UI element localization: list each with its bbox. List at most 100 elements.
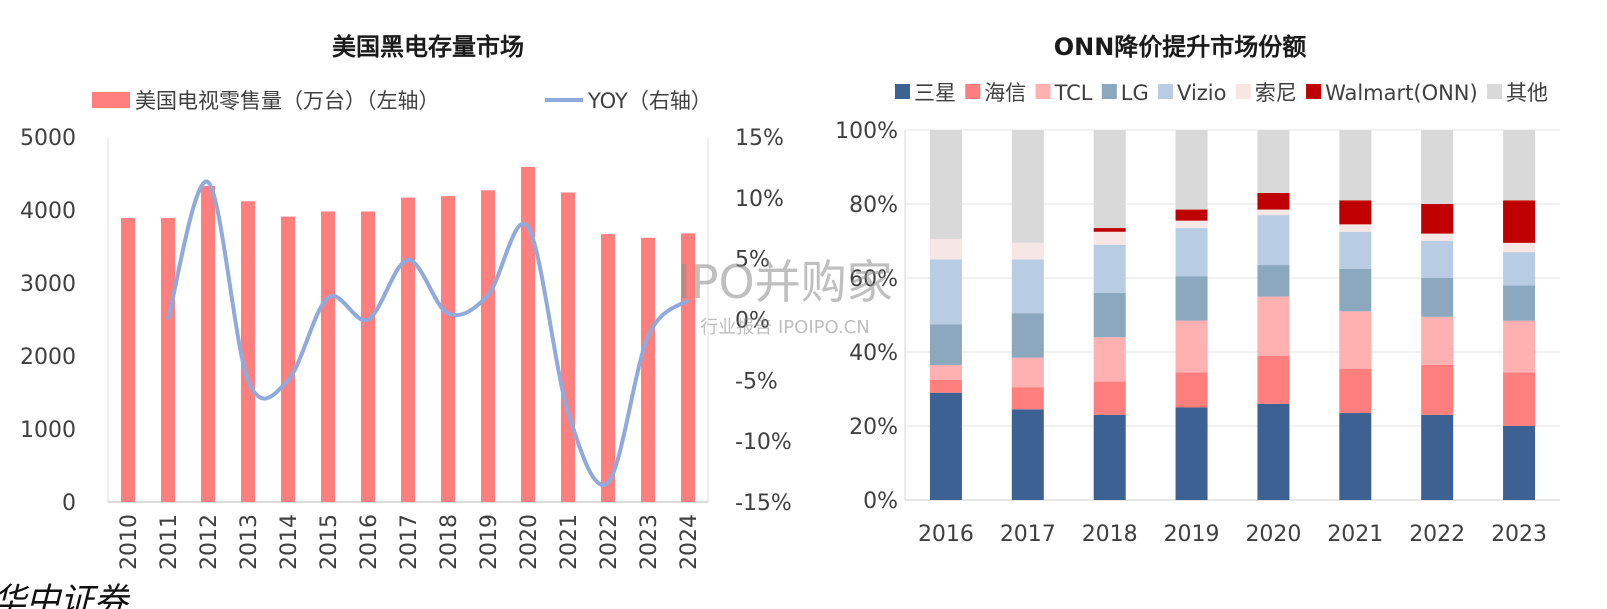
right-axes bbox=[904, 129, 1560, 501]
legend-label-LG: LG bbox=[1121, 81, 1149, 105]
bar-segment-索尼-2016 bbox=[929, 239, 962, 260]
bar-segment-Walmart(ONN)-2023 bbox=[1503, 200, 1536, 243]
x-tick-label: 2016 bbox=[918, 522, 974, 547]
bar-segment-LG-2016 bbox=[929, 324, 962, 365]
x-tick-label: 2019 bbox=[1164, 522, 1220, 547]
bar-segment-三星-2017 bbox=[1011, 409, 1044, 500]
bar-segment-三星-2018 bbox=[1093, 414, 1126, 500]
bar-segment-索尼-2022 bbox=[1421, 233, 1454, 241]
x-tick-label: 2022 bbox=[1409, 522, 1465, 547]
bar-segment-其他-2019 bbox=[1175, 130, 1208, 210]
y-tick-label: 80% bbox=[849, 193, 898, 218]
bar-segment-海信-2019 bbox=[1175, 372, 1208, 408]
x-tick-label: 2016 bbox=[357, 514, 382, 570]
bar-segment-索尼-2023 bbox=[1503, 242, 1536, 253]
x-tick-label: 2020 bbox=[517, 514, 542, 570]
legend-swatch-Vizio bbox=[1158, 84, 1174, 99]
bar-segment-TCL-2022 bbox=[1421, 316, 1454, 365]
left-chart-title: 美国黑电存量市场 bbox=[332, 33, 524, 61]
legend-label-yoy: YOY（右轴） bbox=[587, 89, 712, 113]
right-tick-labels: 0% 20% 40% 60% 80% 100% 2016 2017 2018 2019 2020 20… bbox=[835, 119, 1547, 547]
legend-label-TCL: TCL bbox=[1054, 81, 1093, 105]
left-legend: 美国电视零售量（万台）（左轴） YOY（右轴） bbox=[92, 89, 712, 113]
left-axis-tick: 4000 bbox=[20, 199, 76, 224]
bar-segment-Vizio-2018 bbox=[1093, 244, 1126, 293]
legend-swatch-tv-sales bbox=[92, 92, 130, 108]
bar-tv-sales-2023 bbox=[641, 237, 655, 503]
bar-segment-Walmart(ONN)-2019 bbox=[1175, 209, 1208, 221]
bar-tv-sales-2015 bbox=[321, 211, 335, 502]
bar-segment-索尼-2018 bbox=[1093, 231, 1126, 245]
bar-segment-Vizio-2022 bbox=[1421, 241, 1454, 278]
bar-segment-TCL-2019 bbox=[1175, 320, 1208, 373]
x-tick-label: 2022 bbox=[597, 514, 622, 570]
right-legend: 三星 海信 TCL LG Vizio 索尼 Walmart(ONN) 其他 bbox=[895, 81, 1548, 105]
x-tick-label: 2023 bbox=[637, 514, 662, 570]
x-tick-label: 2014 bbox=[277, 514, 302, 570]
legend-label-Vizio: Vizio bbox=[1177, 81, 1226, 105]
bar-tv-sales-2011 bbox=[161, 218, 175, 502]
right-axis-tick: -10% bbox=[735, 430, 792, 455]
bar-segment-Vizio-2021 bbox=[1339, 231, 1372, 269]
left-axis-tick: 0 bbox=[62, 491, 76, 516]
x-tick-label: 2023 bbox=[1491, 522, 1547, 547]
x-tick-label: 2010 bbox=[117, 514, 142, 570]
right-axis-tick: -5% bbox=[735, 369, 778, 394]
bar-segment-TCL-2020 bbox=[1257, 296, 1290, 356]
bar-segment-三星-2023 bbox=[1503, 426, 1536, 500]
bar-segment-其他-2017 bbox=[1011, 130, 1044, 243]
bar-segment-海信-2022 bbox=[1421, 364, 1454, 415]
legend-swatch-TCL bbox=[1035, 84, 1051, 99]
bar-segment-LG-2017 bbox=[1011, 313, 1044, 358]
bar-segment-Vizio-2017 bbox=[1011, 259, 1044, 314]
bar-tv-sales-2020 bbox=[521, 166, 535, 502]
bar-segment-LG-2023 bbox=[1503, 285, 1536, 321]
legend-label-海信: 海信 bbox=[984, 81, 1026, 105]
legend-label-Walmart(ONN): Walmart(ONN) bbox=[1325, 81, 1478, 105]
watermark-sub: 行业报告 IPOIPO.CN bbox=[700, 317, 869, 338]
right-axis-tick: 10% bbox=[735, 187, 784, 212]
legend-swatch-其他 bbox=[1487, 84, 1502, 99]
bar-segment-三星-2022 bbox=[1421, 414, 1454, 500]
bar-tv-sales-2010 bbox=[121, 218, 135, 502]
bar-segment-三星-2021 bbox=[1339, 413, 1372, 500]
bar-segment-Vizio-2019 bbox=[1175, 228, 1208, 277]
bar-segment-Walmart(ONN)-2022 bbox=[1421, 204, 1454, 234]
legend-swatch-索尼 bbox=[1235, 84, 1251, 99]
corner-mark: 华中证券 bbox=[0, 581, 131, 609]
bar-segment-其他-2021 bbox=[1339, 130, 1372, 201]
right-chart: ONN降价提升市场份额 三星 海信 TCL LG Vizio 索尼 Walmart(ONN)… bbox=[835, 33, 1560, 547]
bar-segment-TCL-2021 bbox=[1339, 311, 1372, 369]
bar-segment-索尼-2021 bbox=[1339, 224, 1372, 232]
bar-segment-LG-2019 bbox=[1175, 276, 1208, 321]
x-tick-label: 2017 bbox=[1000, 522, 1056, 547]
left-axis-tick: 1000 bbox=[20, 418, 76, 443]
bar-segment-TCL-2016 bbox=[929, 364, 962, 380]
watermark-main: IPO并购家 bbox=[677, 255, 893, 309]
bar-tv-sales-2012 bbox=[201, 185, 215, 502]
bar-tv-sales-2019 bbox=[481, 190, 495, 503]
y-tick-label: 0% bbox=[863, 489, 898, 514]
left-tick-labels: 0 1000 2000 3000 4000 5000 -15% -10% -5% 0% 5% 10% 1… bbox=[20, 126, 792, 570]
bar-tv-sales-2014 bbox=[281, 216, 295, 502]
bar-segment-索尼-2019 bbox=[1175, 220, 1208, 229]
bar-segment-TCL-2023 bbox=[1503, 320, 1536, 373]
x-tick-label: 2019 bbox=[477, 514, 502, 570]
x-tick-label: 2020 bbox=[1245, 522, 1301, 547]
bar-segment-其他-2018 bbox=[1093, 130, 1126, 229]
bar-tv-sales-2018 bbox=[441, 196, 455, 502]
x-tick-label: 2018 bbox=[1082, 522, 1138, 547]
y-tick-label: 20% bbox=[849, 415, 898, 440]
bar-segment-Walmart(ONN)-2018 bbox=[1093, 228, 1126, 232]
x-tick-label: 2021 bbox=[557, 514, 582, 570]
legend-swatch-三星 bbox=[895, 84, 910, 99]
bar-segment-LG-2018 bbox=[1093, 292, 1126, 338]
bar-segment-LG-2022 bbox=[1421, 278, 1454, 317]
bar-tv-sales-2022 bbox=[601, 234, 615, 502]
bar-segment-Walmart(ONN)-2020 bbox=[1257, 192, 1290, 210]
bar-segment-Walmart(ONN)-2021 bbox=[1339, 200, 1372, 225]
x-tick-label: 2012 bbox=[197, 514, 222, 570]
bar-tv-sales-2016 bbox=[361, 211, 375, 502]
right-bars bbox=[929, 130, 1536, 500]
